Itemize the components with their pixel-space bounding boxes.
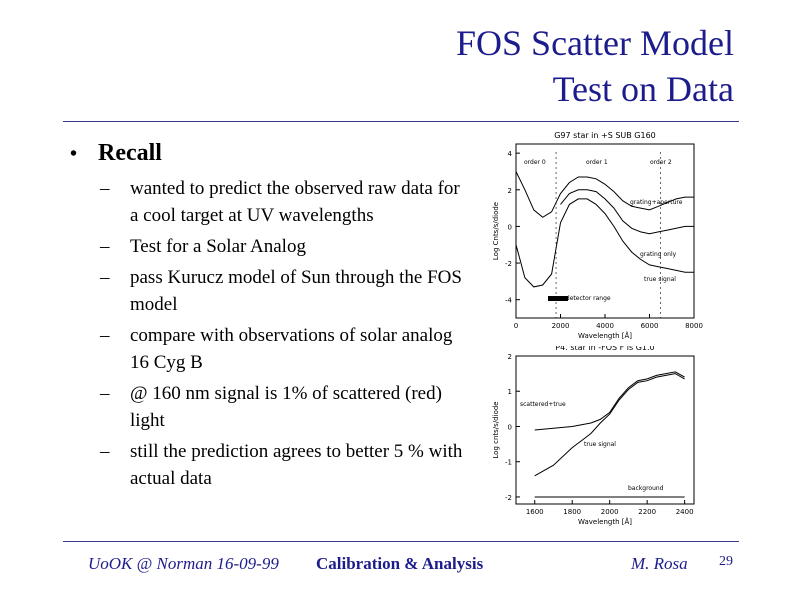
x-tick-label: 2000 bbox=[552, 322, 570, 330]
footer-topic: Calibration & Analysis bbox=[316, 554, 484, 573]
annotation-label: grating only bbox=[640, 251, 677, 258]
series-line-1 bbox=[534, 371, 685, 431]
sub-bullet-text: Test for a Solar Analog bbox=[130, 236, 306, 257]
title-line-2: Test on Data bbox=[552, 69, 734, 109]
slide-title: FOS Scatter Model Test on Data bbox=[456, 20, 734, 112]
y-tick-label: 0 bbox=[508, 223, 512, 231]
y-tick-label: 2 bbox=[508, 187, 512, 195]
x-tick-label: 2000 bbox=[601, 508, 619, 516]
x-tick-label: 6000 bbox=[641, 322, 659, 330]
y-axis-label: Log cnts/s/diode bbox=[492, 401, 500, 458]
region-label: order 0 bbox=[524, 159, 546, 166]
sub-bullet: – wanted to predict the observed raw data… bbox=[100, 175, 470, 229]
x-tick-label: 2200 bbox=[638, 508, 656, 516]
sub-bullet: – compare with observations of solar anal… bbox=[100, 322, 470, 376]
dash-icon: – bbox=[100, 267, 110, 288]
y-tick-label: 4 bbox=[508, 150, 513, 158]
x-tick-label: 4000 bbox=[596, 322, 614, 330]
main-bullet: • Recall bbox=[70, 140, 470, 167]
dash-icon: – bbox=[100, 178, 110, 199]
plot-title: P4. star in -FOS F is G1.0 bbox=[555, 346, 654, 352]
dash-icon: – bbox=[100, 383, 110, 404]
annotation-label: true signal bbox=[584, 441, 616, 448]
footer-venue-date: UoOK @ Norman 16-09-99 bbox=[88, 554, 279, 573]
sub-bullet-text: compare with observations of solar analo… bbox=[130, 325, 453, 373]
bullet-list: • Recall – wanted to predict the observed… bbox=[70, 140, 470, 496]
sub-bullet: – @ 160 nm signal is 1% of scattered (red… bbox=[100, 380, 470, 434]
annotation-label: true signal bbox=[644, 276, 676, 283]
sub-bullet-text: @ 160 nm signal is 1% of scattered (red)… bbox=[130, 383, 442, 431]
annotation-label: background bbox=[628, 485, 664, 492]
plot-frame bbox=[515, 143, 695, 319]
page-number: 29 bbox=[719, 554, 733, 569]
x-tick-label: 1600 bbox=[526, 508, 544, 516]
x-axis-label: Wavelength [Å] bbox=[578, 331, 632, 340]
title-line-1: FOS Scatter Model bbox=[456, 23, 734, 63]
y-axis-label: Log Cnts/s/diode bbox=[492, 202, 500, 260]
sub-bullet-text: still the prediction agrees to better 5 … bbox=[130, 441, 463, 489]
x-tick-label: 2400 bbox=[676, 508, 694, 516]
x-tick-label: 0 bbox=[514, 322, 518, 330]
x-tick-label: 8000 bbox=[685, 322, 703, 330]
main-bullet-text: Recall bbox=[98, 140, 162, 166]
top-divider bbox=[63, 121, 739, 122]
x-tick-label: 1800 bbox=[563, 508, 581, 516]
dash-icon: – bbox=[100, 325, 110, 346]
series-line-2 bbox=[534, 373, 685, 477]
detector-range-bar bbox=[548, 296, 568, 301]
region-label: order 1 bbox=[586, 159, 608, 166]
y-tick-label: 0 bbox=[508, 423, 512, 431]
sub-bullet-list: – wanted to predict the observed raw data… bbox=[70, 175, 470, 492]
annotation-label: grating+aperture bbox=[630, 199, 683, 206]
series-line-1 bbox=[515, 171, 694, 218]
bullet-dot-icon: • bbox=[70, 143, 78, 165]
y-tick-label: -4 bbox=[505, 297, 513, 305]
y-tick-label: -2 bbox=[505, 260, 512, 268]
footer-author: M. Rosa bbox=[631, 554, 688, 573]
sub-bullet-text: wanted to predict the observed raw data … bbox=[130, 178, 460, 226]
plot-frame bbox=[515, 355, 695, 505]
dash-icon: – bbox=[100, 441, 110, 462]
annotation-label: scattered+true bbox=[520, 401, 566, 408]
bottom-divider bbox=[63, 541, 739, 542]
region-label: order 2 bbox=[650, 159, 672, 166]
x-axis-label: Wavelength [Å] bbox=[578, 517, 632, 526]
scatter-model-plot-top: G97 star in +S SUB G160 0 2000 4000 6000 8000… bbox=[492, 131, 703, 340]
y-tick-label: -1 bbox=[505, 459, 512, 467]
y-tick-label: 2 bbox=[508, 353, 512, 361]
annotation-label: — detector range bbox=[558, 295, 611, 302]
sub-bullet: – Test for a Solar Analog bbox=[100, 233, 470, 260]
plot-title: G97 star in +S SUB G160 bbox=[554, 131, 656, 140]
sub-bullet-text: pass Kurucz model of Sun through the FOS… bbox=[130, 267, 462, 315]
dash-icon: – bbox=[100, 236, 110, 257]
sub-bullet: – pass Kurucz model of Sun through the FO… bbox=[100, 264, 470, 318]
series-line-2 bbox=[560, 189, 694, 235]
series-line-3 bbox=[515, 198, 694, 288]
sub-bullet: – still the prediction agrees to better 5… bbox=[100, 438, 470, 492]
y-tick-label: 1 bbox=[508, 388, 512, 396]
y-tick-label: -2 bbox=[505, 494, 512, 502]
